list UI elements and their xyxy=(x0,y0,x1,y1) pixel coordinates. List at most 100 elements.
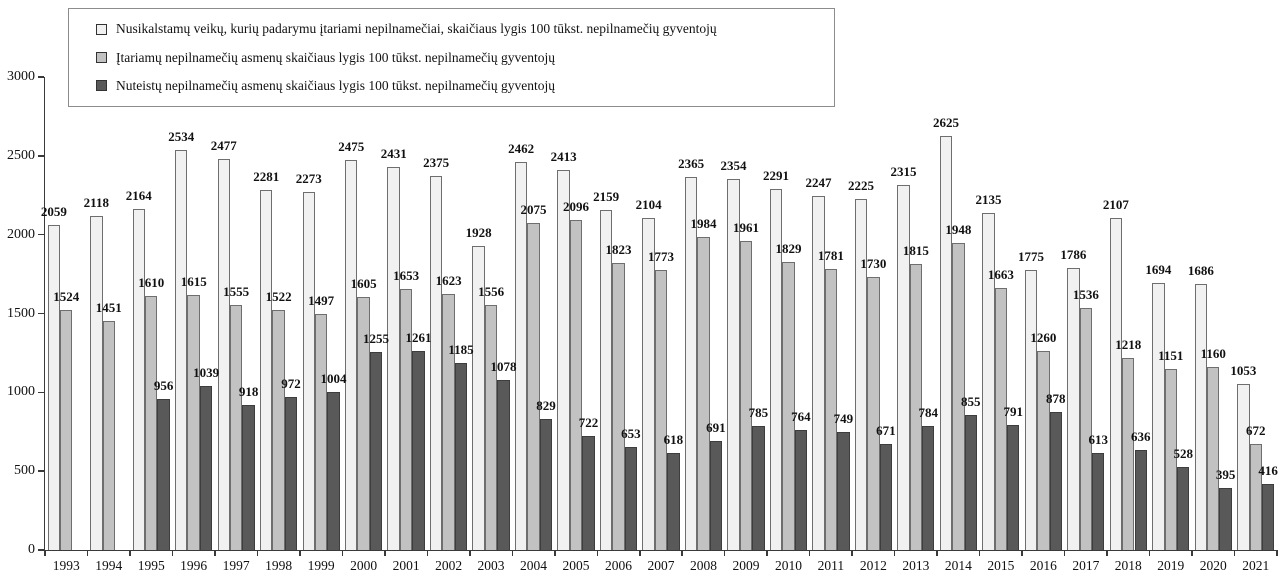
x-axis-tick xyxy=(808,550,811,556)
legend-swatch-suspected-persons xyxy=(96,52,107,63)
value-label: 785 xyxy=(748,405,769,421)
bar-series1-2010 xyxy=(769,188,783,550)
x-axis-tick xyxy=(936,550,938,556)
x-axis-label-2016: 2016 xyxy=(1029,558,1057,573)
value-label: 2059 xyxy=(40,204,67,220)
x-axis-tick xyxy=(86,550,89,556)
bar-series3-1999 xyxy=(327,391,340,550)
value-label: 528 xyxy=(1173,445,1193,461)
value-label: 2365 xyxy=(678,156,705,172)
bar-series2-2000 xyxy=(357,296,370,550)
bar-series2-2001 xyxy=(399,289,413,550)
value-label: 972 xyxy=(281,375,301,391)
y-axis-tick xyxy=(37,76,44,78)
x-axis-label-2018: 2018 xyxy=(1114,558,1142,573)
y-axis-label-1000: 1000 xyxy=(7,384,35,400)
bar-series3-2001 xyxy=(412,351,425,550)
bar-series3-1996 xyxy=(199,386,213,550)
bar-series3-2002 xyxy=(454,363,468,550)
bar-series2-2019 xyxy=(1164,368,1177,550)
x-axis-label-1999: 1999 xyxy=(307,558,335,573)
bar-series1-1995 xyxy=(132,208,145,550)
bar-series1-2012 xyxy=(854,199,868,550)
y-axis-tick xyxy=(37,470,44,472)
bar-series3-2012 xyxy=(879,444,892,550)
value-label: 1497 xyxy=(308,292,335,308)
x-axis-tick xyxy=(1191,550,1193,556)
x-axis-tick xyxy=(44,550,46,556)
x-axis-tick xyxy=(723,550,726,556)
x-axis-label-2021: 2021 xyxy=(1242,558,1270,573)
value-label: 653 xyxy=(621,426,641,442)
legend-item-suspected-offences: Nusikalstamų veikų, kurių padarymu įtari… xyxy=(96,21,834,37)
x-axis-label-2012: 2012 xyxy=(859,558,887,573)
bar-series1-2004 xyxy=(514,161,528,550)
x-axis-label-2019: 2019 xyxy=(1157,558,1185,573)
bar-series2-1995 xyxy=(145,296,158,550)
bar-series3-2003 xyxy=(497,380,510,550)
bar-series2-2004 xyxy=(527,222,540,550)
value-label: 2135 xyxy=(975,192,1002,208)
legend-label-suspected-offences: Nusikalstamų veikų, kurių padarymu įtari… xyxy=(116,21,717,37)
x-axis-tick xyxy=(426,550,429,556)
value-label: 1615 xyxy=(180,274,207,290)
bar-series2-1994 xyxy=(102,321,115,550)
value-label: 1524 xyxy=(53,288,80,304)
bar-series3-2005 xyxy=(582,436,595,550)
value-label: 2475 xyxy=(338,138,365,154)
x-axis-label-2015: 2015 xyxy=(987,558,1015,573)
value-label: 416 xyxy=(1258,463,1278,479)
value-label: 1053 xyxy=(1230,362,1257,378)
x-axis-tick xyxy=(1148,550,1151,556)
x-axis-tick xyxy=(214,550,216,556)
bar-series2-2008 xyxy=(697,237,710,550)
value-label: 829 xyxy=(536,398,556,414)
bar-series1-2013 xyxy=(897,185,910,550)
value-label: 2096 xyxy=(563,198,590,214)
value-label: 1260 xyxy=(1030,330,1057,346)
value-label: 1185 xyxy=(448,342,474,358)
value-label: 2462 xyxy=(508,140,535,156)
bar-series1-2014 xyxy=(939,136,953,550)
bar-series3-1995 xyxy=(157,399,170,550)
y-axis-tick xyxy=(37,312,44,315)
x-axis-label-2013: 2013 xyxy=(902,558,930,573)
bar-series3-2016 xyxy=(1049,411,1062,550)
value-label: 1610 xyxy=(138,275,165,291)
value-label: 722 xyxy=(578,415,599,431)
bar-series3-2004 xyxy=(539,419,553,550)
bar-series3-2013 xyxy=(922,426,935,550)
value-label: 1555 xyxy=(223,283,250,299)
value-label: 1605 xyxy=(350,275,377,291)
bar-series3-1997 xyxy=(242,405,255,550)
value-label: 636 xyxy=(1130,428,1151,444)
bar-series3-2019 xyxy=(1176,466,1190,550)
legend-label-suspected-persons: Įtariamų nepilnamečių asmenų skaičiaus l… xyxy=(116,49,556,65)
value-label: 1261 xyxy=(405,330,432,346)
bar-series1-1997 xyxy=(217,159,230,550)
bar-series3-2020 xyxy=(1219,487,1232,550)
bar-series2-2005 xyxy=(569,219,583,550)
x-axis-tick xyxy=(171,550,174,556)
value-label: 1623 xyxy=(435,273,462,289)
x-axis-tick xyxy=(681,550,683,556)
x-axis-label-2003: 2003 xyxy=(477,558,505,573)
x-axis-tick xyxy=(893,550,896,556)
value-label: 1004 xyxy=(320,370,347,386)
value-label: 2534 xyxy=(168,129,195,145)
bar-series3-2015 xyxy=(1007,425,1020,550)
bar-series1-2017 xyxy=(1067,268,1080,550)
value-label: 1961 xyxy=(732,219,759,235)
bar-series2-1998 xyxy=(272,310,285,550)
x-axis-label-2007: 2007 xyxy=(647,558,675,573)
bar-series2-2012 xyxy=(867,277,880,550)
value-label: 1536 xyxy=(1072,286,1099,302)
bar-series1-2015 xyxy=(982,213,995,550)
value-label: 1775 xyxy=(1017,249,1044,265)
x-axis-tick xyxy=(129,550,131,556)
bar-series3-2021 xyxy=(1261,484,1275,550)
bar-series1-2021 xyxy=(1237,383,1250,550)
y-axis-tick xyxy=(37,391,44,394)
x-axis-tick xyxy=(511,550,514,556)
